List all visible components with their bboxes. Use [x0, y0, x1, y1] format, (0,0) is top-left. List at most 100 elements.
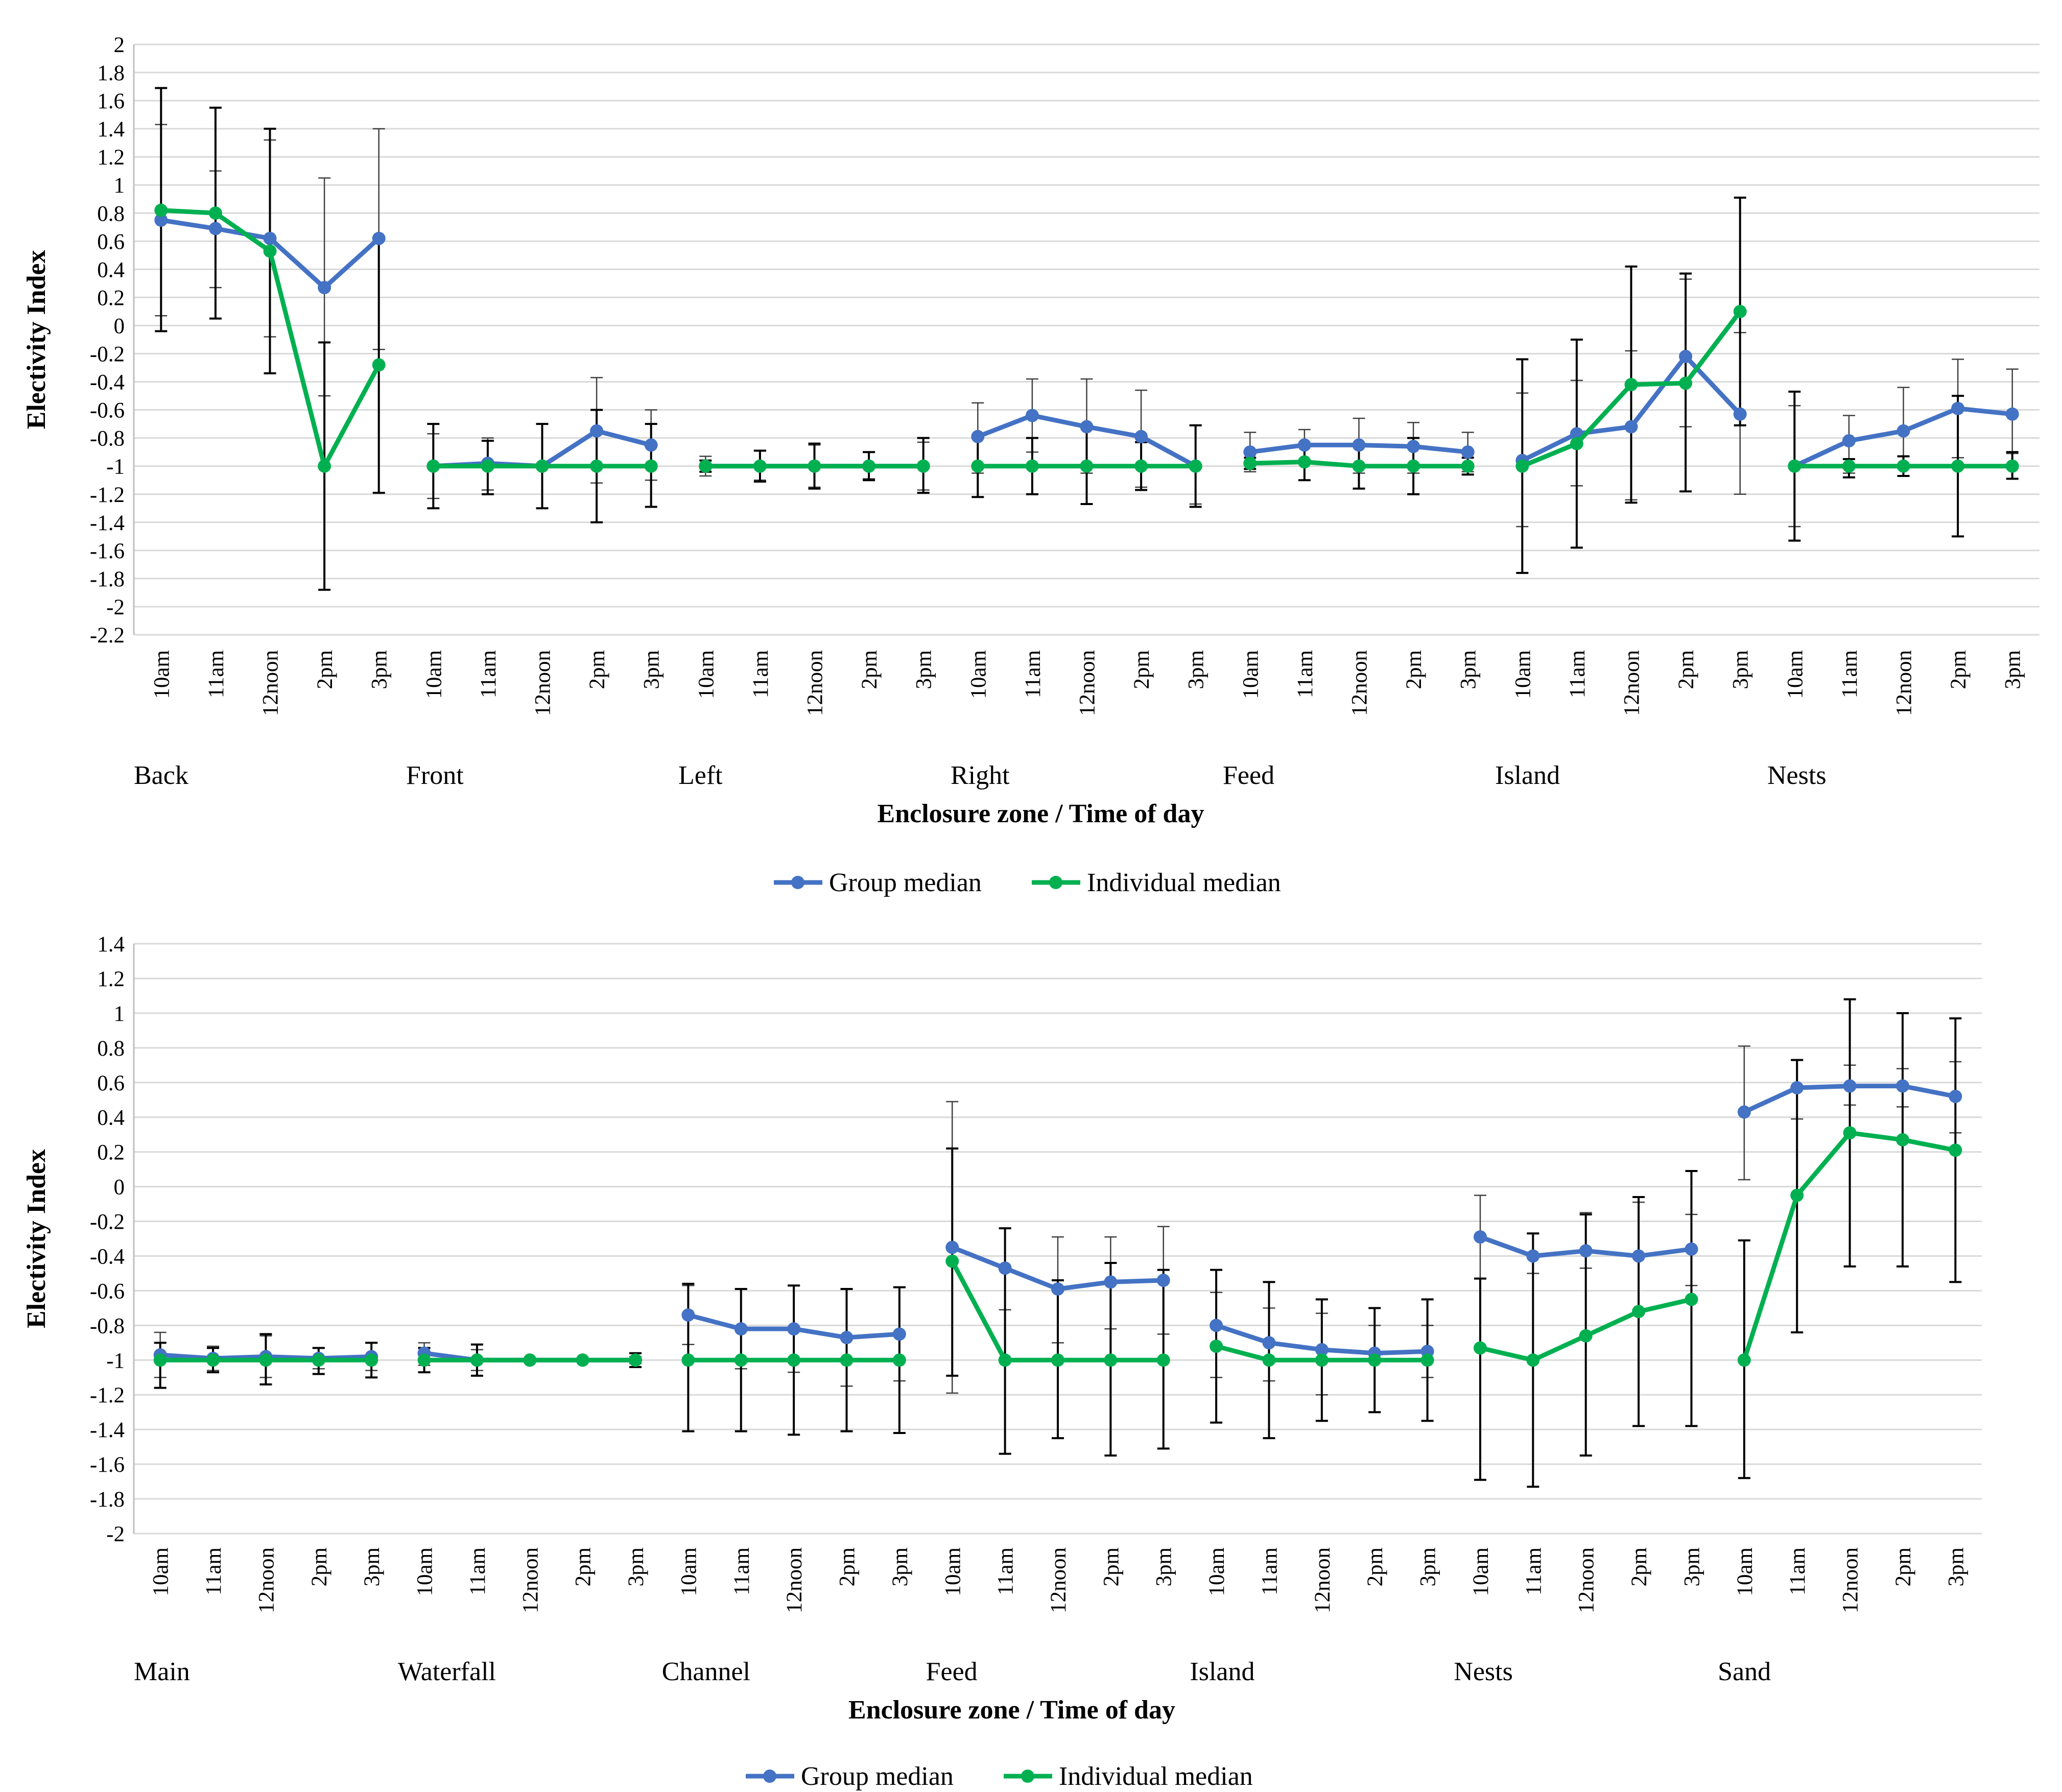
data-point-group: [1407, 440, 1420, 453]
y-tick-label: 0.2: [97, 1141, 125, 1165]
data-point-individual: [481, 459, 494, 473]
data-point-group: [154, 213, 168, 227]
x-tick-label: 3pm: [888, 1547, 912, 1586]
legend-label: Group median: [829, 868, 982, 897]
x-tick-label: 10am: [941, 1547, 965, 1596]
data-point-individual: [629, 1353, 643, 1367]
zone-label: Front: [406, 761, 464, 790]
x-tick-label: 12noon: [254, 1547, 278, 1613]
data-point-individual: [1297, 455, 1311, 469]
x-tick-label: 11am: [994, 1547, 1018, 1595]
data-point-individual: [998, 1353, 1012, 1367]
data-point-individual: [523, 1353, 537, 1367]
data-point-individual: [1570, 437, 1583, 450]
data-point-individual: [590, 459, 604, 473]
data-point-group: [1895, 1079, 1909, 1093]
data-point-individual: [1949, 1143, 1962, 1157]
x-tick-label: 3pm: [1416, 1547, 1440, 1586]
data-point-individual: [945, 1254, 959, 1268]
y-axis-title: Electivity Index: [22, 1149, 51, 1328]
data-point-individual: [808, 459, 821, 473]
x-tick-label: 3pm: [1152, 1547, 1176, 1586]
y-tick-label: 0.4: [97, 1106, 125, 1130]
y-tick-label: -1.8: [90, 567, 125, 591]
data-point-individual: [1733, 304, 1747, 318]
x-tick-label: 12noon: [531, 650, 555, 716]
zone-label: Right: [951, 761, 1010, 790]
data-point-individual: [840, 1353, 854, 1367]
data-point-individual: [1632, 1305, 1646, 1319]
y-tick-label: 1.2: [97, 967, 125, 991]
legend-marker: [791, 876, 804, 889]
x-tick-label: 10am: [1205, 1547, 1229, 1596]
x-tick-label: 10am: [1783, 650, 1807, 699]
y-tick-label: 0.8: [97, 202, 125, 226]
x-tick-label: 3pm: [360, 1547, 384, 1586]
y-tick-label: 1: [114, 174, 125, 198]
data-point-group: [945, 1240, 959, 1254]
x-tick-label: 11am: [1021, 650, 1045, 698]
data-point-group: [1632, 1249, 1646, 1263]
data-point-individual: [734, 1353, 748, 1367]
data-point-group: [971, 429, 985, 443]
data-point-group: [2005, 407, 2019, 421]
y-tick-label: 1.2: [97, 146, 125, 170]
data-point-individual: [1080, 459, 1094, 473]
x-tick-label: 2pm: [313, 650, 337, 689]
data-point-individual: [699, 459, 713, 473]
zone-label: Feed: [926, 1657, 978, 1686]
y-tick-label: -0.6: [90, 1279, 125, 1303]
data-point-group: [644, 438, 658, 452]
x-tick-label: 3pm: [2001, 650, 2025, 689]
data-point-group: [1352, 438, 1366, 452]
x-tick-label: 2pm: [1947, 650, 1971, 689]
data-point-individual: [1842, 459, 1856, 473]
x-tick-label: 12noon: [1311, 1547, 1335, 1613]
data-point-individual: [1515, 459, 1529, 473]
data-point-individual: [318, 459, 331, 473]
data-point-group: [840, 1331, 854, 1345]
x-tick-label: 2pm: [1130, 650, 1154, 689]
legend-marker: [1049, 876, 1062, 889]
data-point-individual: [1461, 459, 1475, 473]
data-point-individual: [862, 459, 876, 473]
chart-bottom: 1.4 1.2 1 0.8 0.6 0.4 0.2 0 -0.2 -0.4 -0.6 -0.8 -1 -1…: [22, 933, 1982, 1791]
data-point-individual: [1843, 1126, 1857, 1140]
zone-label: Sand: [1718, 1657, 1771, 1686]
x-tick-label: 3pm: [1680, 1547, 1704, 1586]
data-point-individual: [787, 1353, 801, 1367]
data-point-individual: [1473, 1341, 1487, 1355]
chart-top: 2 1.8 1.6 1.4 1.2 1 0.8 0.6 0.4 0.2 0 -0.2 -0.4 -0.6 -…: [22, 33, 2040, 897]
data-point-individual: [644, 459, 658, 473]
y-tick-label: -1.6: [90, 1453, 125, 1477]
x-tick-label: 10am: [150, 650, 174, 699]
data-point-group: [1897, 424, 1910, 438]
legend-label: Individual median: [1059, 1762, 1253, 1791]
x-tick-label: 12noon: [1076, 650, 1100, 716]
data-point-group: [1737, 1105, 1751, 1119]
data-point-group: [1051, 1282, 1064, 1296]
data-point-individual: [535, 459, 549, 473]
zone-label: Back: [134, 761, 188, 790]
data-point-individual: [1243, 457, 1257, 470]
data-point-individual: [916, 459, 930, 473]
data-point-individual: [1624, 378, 1638, 392]
y-tick-label: 0.4: [97, 258, 125, 282]
data-point-individual: [1051, 1353, 1064, 1367]
y-tick-label: -1.6: [90, 539, 125, 563]
x-tick-label: 10am: [149, 1547, 173, 1596]
y-tick-label: -1.8: [90, 1488, 125, 1512]
x-tick-label: 10am: [966, 650, 990, 699]
y-tick-label: -1: [106, 455, 125, 479]
legend-marker: [763, 1770, 776, 1783]
data-point-individual: [1352, 459, 1366, 473]
x-tick-label: 10am: [413, 1547, 437, 1596]
x-tick-label: 11am: [477, 650, 501, 698]
x-tick-label: 2pm: [1627, 1547, 1651, 1586]
data-point-group: [1262, 1336, 1276, 1350]
data-point-group: [1624, 420, 1638, 434]
zone-label: Island: [1495, 761, 1560, 790]
x-tick-label: 3pm: [1184, 650, 1208, 689]
data-point-group: [1156, 1274, 1170, 1287]
